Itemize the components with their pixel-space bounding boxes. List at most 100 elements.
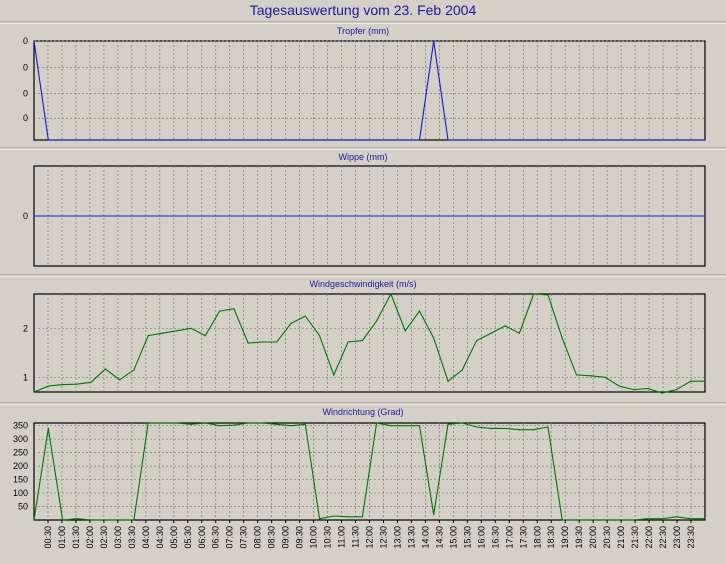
data-point bbox=[318, 215, 321, 217]
data-point bbox=[575, 374, 578, 376]
x-tick-label: 18:30 bbox=[546, 526, 556, 549]
data-point bbox=[490, 332, 492, 334]
chart-panel-4: Windrichtung (Grad) 50 100 150 200 250 300 350 bbox=[0, 402, 726, 521]
x-tick-label: 07:00 bbox=[225, 526, 235, 549]
data-point bbox=[233, 215, 235, 217]
data-point bbox=[61, 139, 64, 141]
data-point bbox=[204, 139, 206, 141]
x-tick-label: 10:00 bbox=[309, 526, 319, 549]
y-tick-label: 350 bbox=[13, 421, 28, 431]
data-point bbox=[190, 215, 192, 217]
data-point bbox=[590, 519, 592, 521]
data-point bbox=[147, 215, 149, 217]
x-tick-label: 21:30 bbox=[630, 526, 640, 549]
x-tick-label: 00:30 bbox=[43, 526, 53, 549]
data-point bbox=[147, 139, 149, 141]
data-point bbox=[590, 375, 592, 377]
x-tick-label: 21:00 bbox=[616, 526, 626, 549]
data-point bbox=[475, 339, 478, 342]
chart-title: Wippe (mm) bbox=[339, 152, 388, 162]
data-point bbox=[404, 139, 406, 141]
data-point bbox=[704, 215, 706, 217]
x-tick-label: 02:30 bbox=[99, 526, 109, 549]
data-point bbox=[76, 139, 78, 141]
data-point bbox=[561, 519, 563, 521]
x-tick-label: 01:00 bbox=[57, 526, 67, 549]
data-point bbox=[418, 425, 421, 427]
x-tick-label: 08:00 bbox=[253, 526, 263, 549]
y-tick-label: 0 bbox=[23, 63, 28, 73]
chart-title: Windrichtung (Grad) bbox=[322, 407, 403, 417]
data-point bbox=[33, 519, 35, 521]
data-point bbox=[633, 388, 635, 391]
time-axis: 00:30 01:00 01:30 02:00 02:30 03:00 03:30 04:00… bbox=[43, 520, 696, 549]
data-point bbox=[133, 215, 135, 217]
data-point bbox=[333, 215, 335, 217]
data-point bbox=[490, 139, 492, 141]
data-point bbox=[475, 139, 478, 141]
data-point bbox=[604, 139, 606, 141]
window-title: Tagesauswertung vom 23. Feb 2004 bbox=[250, 2, 477, 18]
data-point bbox=[133, 369, 135, 371]
data-point bbox=[604, 519, 606, 521]
data-point bbox=[461, 369, 463, 371]
x-tick-label: 13:00 bbox=[392, 526, 402, 549]
y-tick-label: 0 bbox=[23, 88, 28, 98]
data-point bbox=[33, 215, 35, 217]
data-point bbox=[618, 139, 620, 141]
data-point bbox=[390, 139, 392, 141]
data-point bbox=[361, 516, 363, 518]
x-tick-label: 04:00 bbox=[141, 526, 151, 549]
x-tick-label: 08:30 bbox=[267, 526, 277, 549]
y-tick-label: 0 bbox=[23, 113, 28, 123]
data-point bbox=[190, 139, 192, 141]
x-tick-label: 13:30 bbox=[406, 526, 416, 549]
data-point bbox=[261, 422, 264, 424]
data-point bbox=[76, 215, 78, 217]
data-point bbox=[33, 391, 35, 393]
data-point bbox=[376, 422, 378, 424]
data-point bbox=[304, 315, 306, 317]
x-tick-label: 06:00 bbox=[197, 526, 207, 549]
x-tick-label: 22:00 bbox=[644, 526, 654, 549]
data-point bbox=[690, 215, 692, 217]
y-tick-label: 50 bbox=[18, 502, 28, 512]
data-point bbox=[218, 215, 221, 217]
data-point bbox=[504, 139, 506, 141]
data-point bbox=[376, 139, 378, 141]
data-point bbox=[47, 215, 49, 217]
x-tick-label: 19:00 bbox=[560, 526, 570, 549]
x-tick-label: 17:00 bbox=[504, 526, 514, 549]
data-point bbox=[475, 215, 478, 217]
data-point bbox=[276, 139, 278, 141]
data-point bbox=[647, 518, 649, 520]
x-tick-label: 05:30 bbox=[183, 526, 193, 549]
x-tick-label: 09:00 bbox=[281, 526, 291, 549]
x-tick-label: 09:30 bbox=[295, 526, 305, 549]
data-point bbox=[218, 139, 221, 141]
data-point bbox=[461, 422, 463, 424]
x-tick-label: 11:30 bbox=[351, 526, 361, 548]
data-point bbox=[561, 337, 563, 339]
data-point bbox=[547, 215, 549, 217]
series-line bbox=[33, 40, 705, 141]
data-point bbox=[347, 215, 349, 217]
y-tick-label: 150 bbox=[13, 475, 28, 485]
data-point bbox=[447, 423, 449, 425]
data-point bbox=[433, 514, 435, 516]
x-tick-label: 18:00 bbox=[532, 526, 542, 549]
data-point bbox=[561, 215, 563, 217]
y-tick-label: 300 bbox=[13, 434, 28, 444]
chart-panels: Tropfer (mm) 0 0 0 0 Wippe (mm) 0 Windgeschwind… bbox=[0, 21, 726, 521]
data-point bbox=[533, 429, 535, 431]
data-point bbox=[233, 308, 235, 310]
data-point bbox=[261, 139, 264, 141]
data-point bbox=[461, 215, 463, 217]
data-point bbox=[547, 426, 549, 428]
data-point bbox=[490, 215, 492, 217]
data-point bbox=[575, 139, 578, 141]
data-point bbox=[161, 139, 164, 141]
data-point bbox=[404, 330, 406, 332]
data-point bbox=[361, 215, 363, 217]
data-point bbox=[404, 425, 406, 427]
